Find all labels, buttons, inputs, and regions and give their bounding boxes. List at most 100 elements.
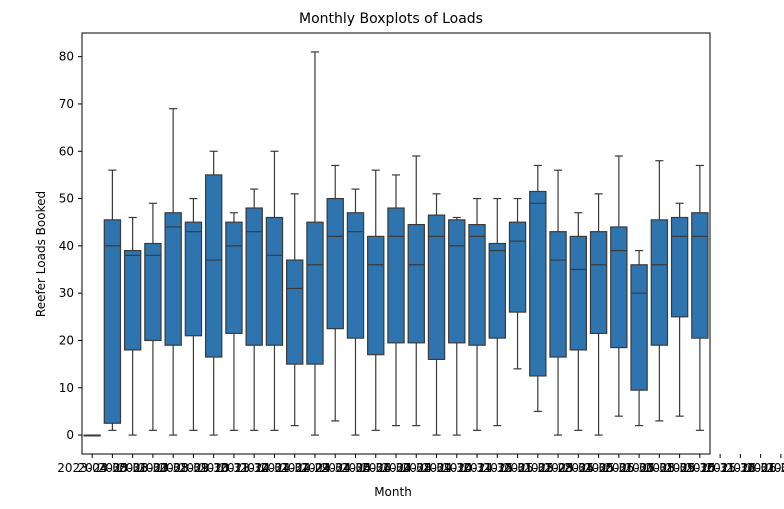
y-axis-label: Reefer Loads Booked xyxy=(34,191,48,317)
box-body xyxy=(306,221,324,365)
box-body xyxy=(204,174,223,358)
box-14 xyxy=(346,188,365,436)
x-tick-label: 2024-01-31 xyxy=(240,461,310,475)
box-body xyxy=(488,242,506,339)
box-26 xyxy=(589,193,608,436)
box-body xyxy=(610,226,628,349)
box-body xyxy=(346,212,365,339)
x-tick-label: 2024-10-31 xyxy=(422,461,492,475)
box-body xyxy=(144,242,162,342)
box-23 xyxy=(529,164,547,413)
x-tick-label: 2023-05-31 xyxy=(78,461,148,475)
box-body xyxy=(407,223,425,344)
box-15 xyxy=(367,169,385,431)
y-tick-label: 80 xyxy=(59,50,74,64)
x-tick-label: 2025-07-31 xyxy=(604,461,674,475)
x-tick-label: 2025-03-31 xyxy=(523,461,593,475)
x-tick-label: 2024-05-31 xyxy=(321,461,391,475)
x-tick-label: 2024-02-29 xyxy=(260,461,330,475)
box-16 xyxy=(387,174,405,427)
box-body xyxy=(569,235,588,351)
box-body xyxy=(427,214,446,360)
box-9 xyxy=(245,188,263,431)
x-tick-label: 2023-11-30 xyxy=(199,461,269,475)
x-tick-label: 2023-12-31 xyxy=(219,461,289,475)
x-tick-label: 2025-11-30 xyxy=(685,461,755,475)
y-tick-label: 60 xyxy=(59,144,74,158)
y-axis: 0 10 20 30 40 50 60 70 80 xyxy=(59,50,82,442)
box-body xyxy=(184,221,203,337)
x-tick-label: 2024-03-31 xyxy=(280,461,350,475)
box-3 xyxy=(123,216,142,436)
box-body xyxy=(245,207,263,346)
x-tick-label: 2024-08-31 xyxy=(381,461,451,475)
box-body xyxy=(225,221,243,334)
x-tick-label: 2025-10-31 xyxy=(665,461,735,475)
box-20 xyxy=(468,197,486,431)
box-body xyxy=(529,190,547,377)
x-tick-label: 2025-04-30 xyxy=(543,461,613,475)
x-tick-label: 2026-01-31 xyxy=(726,461,784,475)
x-tick-label: 2023-08-31 xyxy=(138,461,208,475)
x-tick-label: 2024-04-30 xyxy=(300,461,370,475)
box-8 xyxy=(225,212,243,431)
box-27 xyxy=(610,155,628,417)
box-12 xyxy=(306,51,324,436)
box-body xyxy=(468,223,486,346)
plot-area xyxy=(83,51,709,437)
x-tick-label: 2025-09-30 xyxy=(645,461,715,475)
box-6 xyxy=(184,197,203,431)
box-1 xyxy=(83,434,101,437)
x-tick-label: 2025-05-31 xyxy=(564,461,634,475)
x-tick-label: 2023-07-31 xyxy=(118,461,188,475)
x-tick-label: 2023-04-30 xyxy=(57,461,127,475)
box-10 xyxy=(265,150,284,431)
y-tick-label: 50 xyxy=(59,192,74,206)
x-tick-label: 2024-12-31 xyxy=(462,461,532,475)
box-body xyxy=(103,219,122,424)
box-18 xyxy=(427,193,446,436)
box-body xyxy=(589,231,608,334)
box-body xyxy=(448,219,466,344)
box-4 xyxy=(144,202,162,431)
y-tick-label: 30 xyxy=(59,286,74,300)
box-body xyxy=(508,221,527,313)
box-body xyxy=(670,216,689,318)
x-tick-label: 2024-09-30 xyxy=(402,461,472,475)
x-tick-label: 2023-09-30 xyxy=(159,461,229,475)
x-tick-label: 2025-02-28 xyxy=(503,461,573,475)
box-22 xyxy=(508,197,527,370)
box-30 xyxy=(670,202,689,417)
box-body xyxy=(650,219,669,346)
y-tick-label: 40 xyxy=(59,239,74,253)
box-body xyxy=(367,235,385,356)
y-tick-label: 20 xyxy=(59,333,74,347)
box-2 xyxy=(103,169,122,431)
y-tick-label: 70 xyxy=(59,97,74,111)
box-body xyxy=(387,207,405,344)
box-body xyxy=(123,249,142,351)
box-body xyxy=(265,216,284,346)
x-tick-label: 2024-06-30 xyxy=(341,461,411,475)
x-tick-label: 2025-01-31 xyxy=(483,461,553,475)
x-axis: 2023-04-302023-05-312023-06-302023-07-31… xyxy=(57,454,784,475)
box-21 xyxy=(488,197,506,427)
x-tick-label: 2024-11-30 xyxy=(442,461,512,475)
y-tick-label: 10 xyxy=(59,381,74,395)
x-tick-label: 2026-03-31 xyxy=(766,461,784,475)
box-19 xyxy=(448,216,466,436)
box-body xyxy=(549,231,567,358)
box-17 xyxy=(407,155,425,427)
box-11 xyxy=(286,193,304,427)
box-body xyxy=(326,197,344,330)
box-body xyxy=(286,259,304,365)
box-13 xyxy=(326,164,344,422)
box-body xyxy=(630,264,648,391)
x-tick-label: 2023-06-30 xyxy=(98,461,168,475)
box-25 xyxy=(569,212,588,431)
box-28 xyxy=(630,249,648,427)
box-31 xyxy=(691,164,709,431)
x-tick-label: 2025-08-31 xyxy=(624,461,694,475)
